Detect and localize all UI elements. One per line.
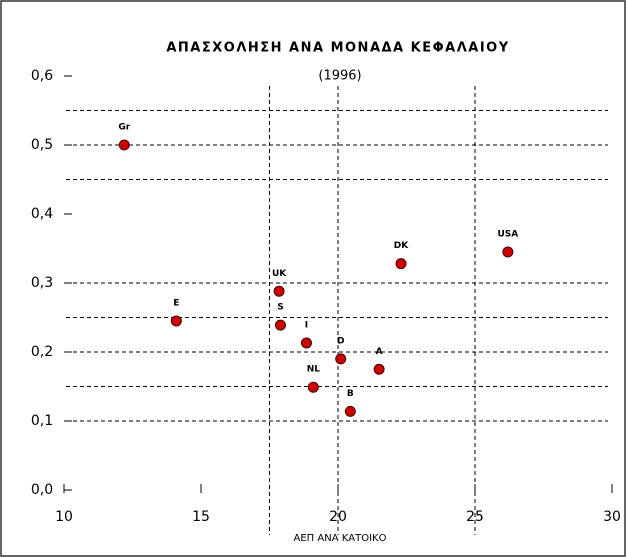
point — [170, 315, 182, 327]
point — [335, 353, 347, 365]
point — [502, 246, 514, 258]
point — [274, 319, 286, 331]
point-label: USA — [497, 229, 518, 239]
x-tick-label: 15 — [192, 509, 210, 525]
y-tick-label: 0,5 — [31, 137, 53, 153]
x-tick-label: 30 — [603, 509, 621, 525]
chart-title: ΑΠΑΣΧΟΛΗΣΗ ΑΝΑ ΜΟΝΑΔΑ ΚΕΦΑΛΑΙΟΥ — [166, 41, 509, 56]
y-tick-label: 0,0 — [31, 482, 53, 498]
y-tick-label: 0,4 — [31, 206, 53, 222]
x-tick-label: 20 — [329, 509, 347, 525]
point-label: DK — [394, 241, 409, 251]
y-tick-label: 0,6 — [31, 68, 53, 84]
y-tick-label: 0,2 — [31, 344, 53, 360]
point-label: UK — [272, 269, 287, 279]
point-label: B — [347, 389, 354, 399]
point — [373, 363, 385, 375]
point — [273, 285, 285, 297]
point-label: E — [173, 298, 179, 308]
y-tick-label: 0,1 — [31, 413, 53, 429]
point — [300, 337, 312, 349]
chart-subtitle: (1996) — [318, 69, 361, 84]
point — [307, 381, 319, 393]
x-tick-label: 10 — [55, 509, 73, 525]
point-label: NL — [307, 365, 321, 375]
point-label: D — [337, 336, 344, 346]
point-label: Gr — [118, 123, 130, 133]
point — [118, 139, 130, 151]
point — [395, 258, 407, 270]
point-label: I — [305, 321, 308, 331]
point — [344, 405, 356, 417]
x-tick-label: 25 — [466, 509, 484, 525]
x-axis-label: ΑΕΠ ΑΝΑ ΚΑΤΟΙΚΟ — [294, 533, 387, 544]
y-tick-label: 0,3 — [31, 275, 53, 291]
point-label: S — [277, 303, 283, 313]
point-label: A — [376, 347, 383, 357]
